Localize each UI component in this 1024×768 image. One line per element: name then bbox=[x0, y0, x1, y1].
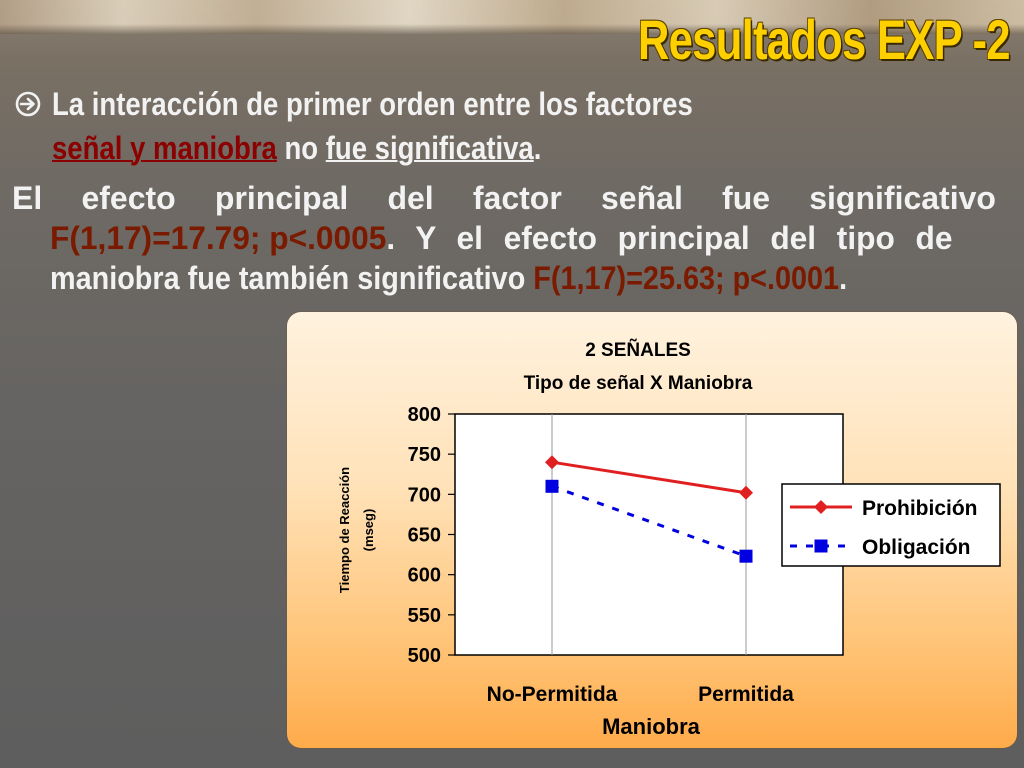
data-point bbox=[545, 479, 559, 493]
slide-title: Resultados EXP -2 bbox=[638, 8, 1011, 71]
chart-title: 2 SEÑALES bbox=[585, 339, 691, 361]
y-tick-label: 550 bbox=[408, 605, 441, 627]
legend-label: Prohibición bbox=[862, 497, 978, 520]
word: del bbox=[387, 180, 434, 216]
paragraph-line-2: F(1,17)=17.79; p<.0005. Y el efecto prin… bbox=[12, 218, 996, 258]
word: fue bbox=[722, 180, 771, 216]
x-axis-label: Maniobra bbox=[602, 714, 701, 739]
data-point bbox=[545, 455, 559, 470]
line-chart: 2 SEÑALES Tipo de señal X Maniobra 500 55… bbox=[337, 339, 1001, 739]
y-tick-label: 650 bbox=[408, 525, 441, 547]
chart-card: 2 SEÑALES Tipo de señal X Maniobra 500 55… bbox=[287, 312, 1017, 748]
legend-label: Obligación bbox=[862, 536, 971, 559]
y-tick-label: 750 bbox=[408, 444, 441, 466]
results-paragraph: El efecto principal del factor señal fue… bbox=[12, 178, 996, 298]
y-tick-label: 500 bbox=[408, 645, 441, 667]
data-point bbox=[739, 549, 753, 563]
highlight-not-significant: fue significativa bbox=[325, 130, 534, 166]
paragraph-period: . bbox=[839, 260, 848, 296]
bullet-text-no: no bbox=[276, 130, 326, 166]
word: principal bbox=[214, 180, 349, 216]
legend-marker bbox=[814, 539, 828, 553]
bullet-period: . bbox=[533, 130, 542, 166]
bullet-point: La interacción de primer orden entre los… bbox=[14, 82, 1004, 170]
y-axis-label: Tiempo de Reacción bbox=[337, 467, 352, 593]
chart-subtitle: Tipo de señal X Maniobra bbox=[524, 373, 753, 394]
data-point bbox=[739, 485, 753, 500]
x-tick-label: Permitida bbox=[698, 683, 794, 706]
paragraph-text: . Y el efecto principal del tipo de bbox=[386, 220, 953, 256]
legend-marker bbox=[814, 500, 828, 514]
paragraph-text: maniobra fue también significativo bbox=[50, 260, 534, 296]
x-tick-label: No-Permitida bbox=[487, 683, 618, 706]
y-tick-label: 800 bbox=[408, 404, 441, 426]
plot-area bbox=[454, 413, 844, 656]
chart-legend bbox=[781, 483, 1001, 567]
y-axis-label-unit: (mseg) bbox=[361, 509, 376, 552]
y-tick-label: 700 bbox=[408, 484, 441, 506]
bullet-line-2: señal y maniobra no fue significativa. bbox=[14, 126, 1004, 170]
y-tick-label: 600 bbox=[408, 565, 441, 587]
word: señal bbox=[601, 180, 683, 216]
series-line-obligación bbox=[551, 484, 747, 558]
decorative-top-border bbox=[0, 0, 1024, 34]
word: El bbox=[12, 180, 43, 216]
bullet-text-line-1: La interacción de primer orden entre los… bbox=[52, 86, 693, 122]
bullet-line-1: La interacción de primer orden entre los… bbox=[14, 82, 1004, 126]
word: significativo bbox=[809, 180, 996, 216]
highlight-factors: señal y maniobra bbox=[52, 130, 277, 166]
word: factor bbox=[472, 180, 562, 216]
paragraph-line-3: maniobra fue también significativo F(1,1… bbox=[12, 258, 996, 298]
word: efecto bbox=[81, 180, 176, 216]
paragraph-line-1: El efecto principal del factor señal fue… bbox=[12, 178, 996, 218]
series-line-prohibición bbox=[551, 460, 747, 495]
circled-arrow-right-icon bbox=[15, 91, 41, 117]
stat-maneuver: F(1,17)=25.63; p<.0001 bbox=[533, 260, 840, 296]
stat-signal: F(1,17)=17.79; p<.0005 bbox=[50, 220, 387, 256]
